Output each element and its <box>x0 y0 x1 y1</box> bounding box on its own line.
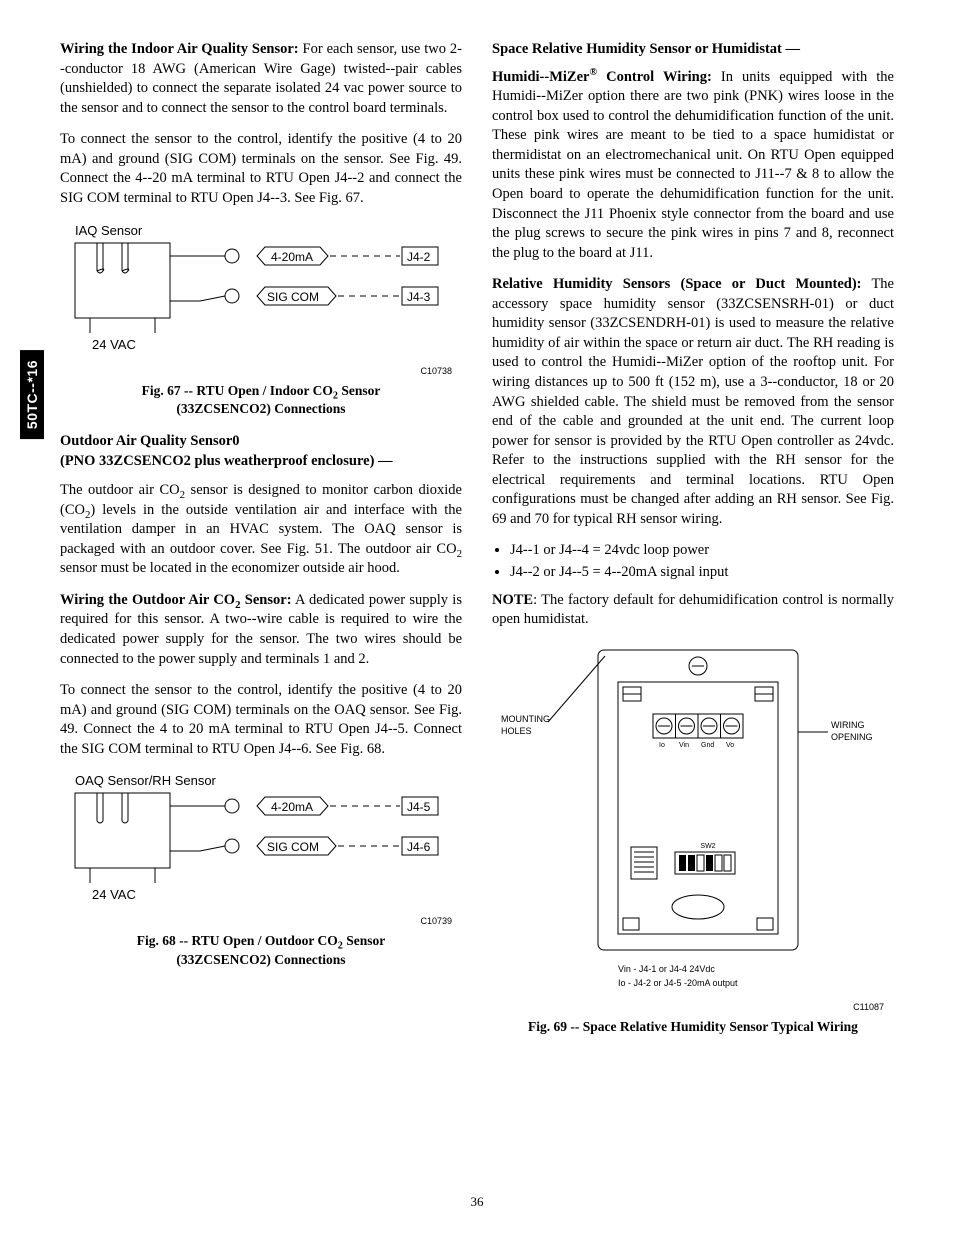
vac-label: 24 VAC <box>92 337 136 352</box>
rh-heading: Space Relative Humidity Sensor or Humidi… <box>492 40 894 60</box>
svg-text:Gnd: Gnd <box>701 742 714 749</box>
svg-text:Vin: Vin <box>679 742 689 749</box>
oaq-sensor-label: OAQ Sensor/RH Sensor <box>75 773 217 788</box>
j43-label: J4-3 <box>407 290 431 304</box>
oaq-connect-paragraph: To connect the sensor to the control, id… <box>60 681 462 759</box>
rh-sensors-paragraph: Relative Humidity Sensors (Space or Duct… <box>492 275 894 529</box>
420ma-label-68: 4-20mA <box>271 800 313 814</box>
sigcom-label-68: SIG COM <box>267 840 319 854</box>
420ma-label: 4-20mA <box>271 250 313 264</box>
mounting-holes-label: MOUNTING <box>501 714 550 724</box>
two-column-layout: Wiring the Indoor Air Quality Sensor: Fo… <box>60 40 894 1050</box>
wiring-opening-label: WIRING <box>831 720 865 730</box>
iaq-sensor-label: IAQ Sensor <box>75 223 143 238</box>
oaq-heading: Outdoor Air Quality Sensor0 (PNO 33ZCSEN… <box>60 432 462 471</box>
bullet-j4-signal: J4--2 or J4--5 = 4--20mA signal input <box>510 564 894 581</box>
fig69-caption: Fig. 69 -- Space Relative Humidity Senso… <box>492 1018 894 1036</box>
fig67-caption: Fig. 67 -- RTU Open / Indoor CO2 Sensor … <box>60 382 462 418</box>
sigcom-label: SIG COM <box>267 290 319 304</box>
right-column: Space Relative Humidity Sensor or Humidi… <box>492 40 894 1050</box>
vac-label-68: 24 VAC <box>92 887 136 902</box>
oaq-wiring-paragraph: Wiring the Outdoor Air CO2 Sensor: A ded… <box>60 591 462 669</box>
svg-text:SW2: SW2 <box>700 843 715 850</box>
humidimizer-paragraph: Humidi--MiZer® Control Wiring: In units … <box>492 68 894 264</box>
fig68-code: C10739 <box>60 916 462 926</box>
side-tab: 50TC--*16 <box>20 350 44 439</box>
j45-label: J4-5 <box>407 800 431 814</box>
fig-68-diagram: OAQ Sensor/RH Sensor 24 VAC 4-20mA <box>60 771 462 926</box>
oaq-desc-paragraph: The outdoor air CO2 sensor is designed t… <box>60 481 462 579</box>
fig67-code: C10738 <box>60 366 462 376</box>
svg-text:Io - J4-2 or J4-5 -20mA: Io - J4-2 or J4-5 -20mA output <box>618 978 738 988</box>
fig69-code: C11087 <box>492 1002 894 1012</box>
iaq-wiring-paragraph: Wiring the Indoor Air Quality Sensor: Fo… <box>60 40 462 118</box>
bullet-j4-power: J4--1 or J4--4 = 24vdc loop power <box>510 542 894 559</box>
page-number: 36 <box>0 1194 954 1210</box>
j42-label: J4-2 <box>407 250 431 264</box>
fig-67-diagram: IAQ Sensor 24 VAC <box>60 221 462 376</box>
svg-text:Vo: Vo <box>726 742 734 749</box>
svg-text:HOLES: HOLES <box>501 726 532 736</box>
svg-text:Io: Io <box>659 742 665 749</box>
note-paragraph: NOTE: The factory default for dehumidifi… <box>492 591 894 630</box>
iaq-connect-paragraph: To connect the sensor to the control, id… <box>60 130 462 208</box>
rh-bullets: J4--1 or J4--4 = 24vdc loop power J4--2 … <box>510 542 894 581</box>
iaq-wiring-title: Wiring the Indoor Air Quality Sensor: <box>60 41 299 57</box>
left-column: Wiring the Indoor Air Quality Sensor: Fo… <box>60 40 462 1050</box>
j46-label: J4-6 <box>407 840 431 854</box>
fig68-caption: Fig. 68 -- RTU Open / Outdoor CO2 Sensor… <box>60 932 462 968</box>
svg-text:OPENING: OPENING <box>831 732 873 742</box>
fig-69-diagram: Io Vin Gnd Vo SW2 <box>492 642 894 1012</box>
svg-text:Vin - J4-1 or J4-4 24Vdc: Vin - J4-1 or J4-4 24Vdc <box>618 964 715 974</box>
